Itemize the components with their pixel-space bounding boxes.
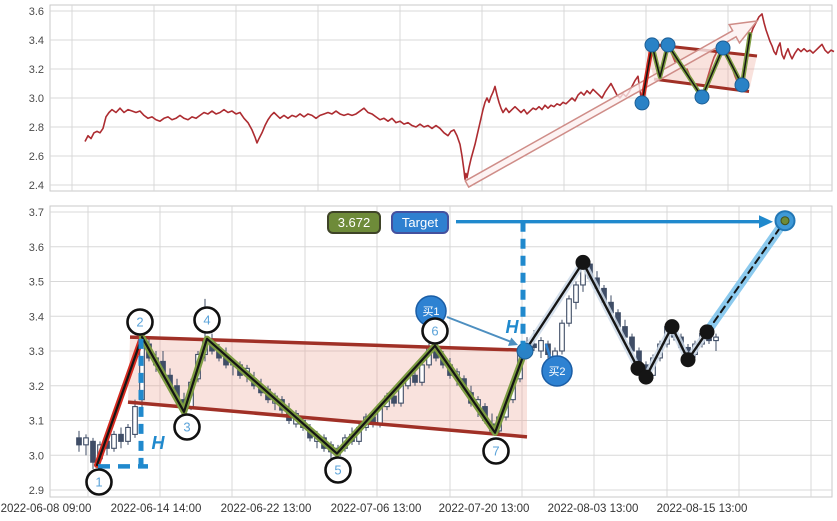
y-axis-tick-label: 3.6 bbox=[29, 242, 44, 254]
pivot-number-circle bbox=[173, 413, 201, 441]
y-axis-tick-label: 3.0 bbox=[29, 450, 44, 462]
candle-body bbox=[713, 336, 719, 342]
y-axis-tick-label: 2.8 bbox=[29, 122, 44, 134]
swing-dot bbox=[680, 352, 696, 368]
y-axis-tick-label: 2.6 bbox=[29, 151, 44, 163]
top-chart: 3.6 3.4 3.2 3.0 2.8 2.6 2.4 bbox=[29, 4, 835, 192]
candle-body bbox=[559, 322, 565, 352]
y-axis-tick-label: 3.6 bbox=[29, 6, 44, 18]
pivot-dot bbox=[734, 77, 750, 93]
target-box-label[interactable]: Target bbox=[402, 215, 439, 230]
candle-body bbox=[90, 440, 96, 463]
pivot-number-label: 3 bbox=[183, 420, 190, 435]
candle-body bbox=[118, 433, 124, 442]
pivot-dot bbox=[715, 40, 731, 56]
bottom-chart: 3.7 3.6 3.5 3.4 3.3 3.2 3.1 3.0 2.9 买1 买2 1 2 3 4 5 6 7 H H… bbox=[1, 205, 833, 515]
upper-trendline bbox=[129, 335, 528, 353]
candle-body bbox=[419, 364, 425, 383]
buy2-marker[interactable] bbox=[541, 355, 573, 387]
target-box[interactable] bbox=[391, 211, 449, 234]
pivot-number-label: 4 bbox=[203, 313, 210, 328]
swing-dot bbox=[575, 254, 591, 270]
pivot-number-label: 2 bbox=[136, 315, 143, 330]
target-value-box[interactable] bbox=[327, 211, 381, 234]
pivot-number-label: 7 bbox=[492, 444, 499, 459]
lower-trendline bbox=[653, 77, 750, 93]
y-axis-tick-label: 3.4 bbox=[29, 35, 44, 47]
candle-body bbox=[111, 433, 117, 449]
pivot-number-circle bbox=[324, 456, 352, 484]
pivot-number-circle bbox=[482, 437, 510, 465]
candle-body bbox=[566, 298, 572, 324]
buy1-arrowhead bbox=[507, 337, 518, 346]
pivot-number-circle bbox=[126, 308, 154, 336]
buy2-tail bbox=[544, 343, 552, 358]
buy1-label[interactable]: 买1 bbox=[422, 305, 439, 318]
abc-zigzag bbox=[140, 336, 527, 455]
pivot-number-circle bbox=[85, 468, 113, 496]
y-axis-tick-label: 3.2 bbox=[29, 64, 44, 76]
y-axis-tick-label: 3.1 bbox=[29, 416, 44, 428]
swing-dot bbox=[699, 324, 715, 340]
candle-body bbox=[573, 284, 579, 303]
candle-body bbox=[125, 426, 131, 442]
x-axis-tick-label: 2022-06-08 09:00 bbox=[1, 503, 92, 515]
pivot-number-circle bbox=[193, 306, 221, 334]
x-axis-tick-label: 2022-08-03 13:00 bbox=[548, 503, 639, 515]
y-axis-tick-label: 3.5 bbox=[29, 277, 44, 289]
y-axis-tick-label: 2.4 bbox=[29, 180, 44, 192]
target-dot-inner bbox=[780, 216, 790, 226]
y-axis-tick-label: 2.9 bbox=[29, 485, 44, 497]
y-axis-tick-label: 3.2 bbox=[29, 381, 44, 393]
y-axis-tick-label: 3.3 bbox=[29, 346, 44, 358]
pivot-number-label: 5 bbox=[334, 463, 341, 478]
candle-body bbox=[83, 437, 89, 446]
trend-arrow bbox=[464, 20, 759, 189]
x-axis-tick-label: 2022-06-14 14:00 bbox=[111, 503, 202, 515]
pivot-dot bbox=[694, 89, 710, 105]
mini-impulse-segment bbox=[641, 44, 653, 104]
swing-dot bbox=[664, 319, 680, 335]
buy1-arrow-line bbox=[446, 316, 515, 344]
buy2-label[interactable]: 买2 bbox=[548, 365, 565, 378]
x-axis-tick-label: 2022-08-15 13:00 bbox=[657, 503, 748, 515]
pivot-dot bbox=[634, 95, 650, 111]
y-axis-tick-label: 3.7 bbox=[29, 207, 44, 219]
swing-dot bbox=[638, 369, 654, 385]
x-axis-tick-label: 2022-07-20 13:00 bbox=[439, 503, 530, 515]
pivot-number-label: 6 bbox=[431, 324, 438, 339]
y-axis-tick-label: 3.0 bbox=[29, 93, 44, 105]
target-arrowhead bbox=[759, 215, 773, 229]
pivot-number-label: 1 bbox=[95, 475, 102, 490]
candle-body bbox=[132, 406, 138, 435]
candle-body bbox=[538, 340, 544, 352]
x-axis-tick-label: 2022-06-22 13:00 bbox=[221, 503, 312, 515]
forecast-path bbox=[706, 219, 786, 333]
pivot-number-circle bbox=[421, 317, 449, 345]
impulse-segment bbox=[95, 336, 144, 467]
candle-body bbox=[76, 437, 82, 446]
pivot-dot bbox=[644, 37, 660, 53]
height-label-1: H bbox=[152, 433, 166, 453]
candle-body bbox=[391, 395, 397, 404]
x-axis-tick-label: 2022-07-06 13:00 bbox=[331, 503, 422, 515]
height-label-2: H bbox=[506, 317, 520, 337]
pivot-dot bbox=[660, 37, 676, 53]
candle-body bbox=[412, 374, 418, 383]
lower-trendline bbox=[127, 400, 528, 439]
y-axis-tick-label: 3.4 bbox=[29, 311, 44, 323]
target-value-box-label[interactable]: 3.672 bbox=[338, 215, 371, 230]
